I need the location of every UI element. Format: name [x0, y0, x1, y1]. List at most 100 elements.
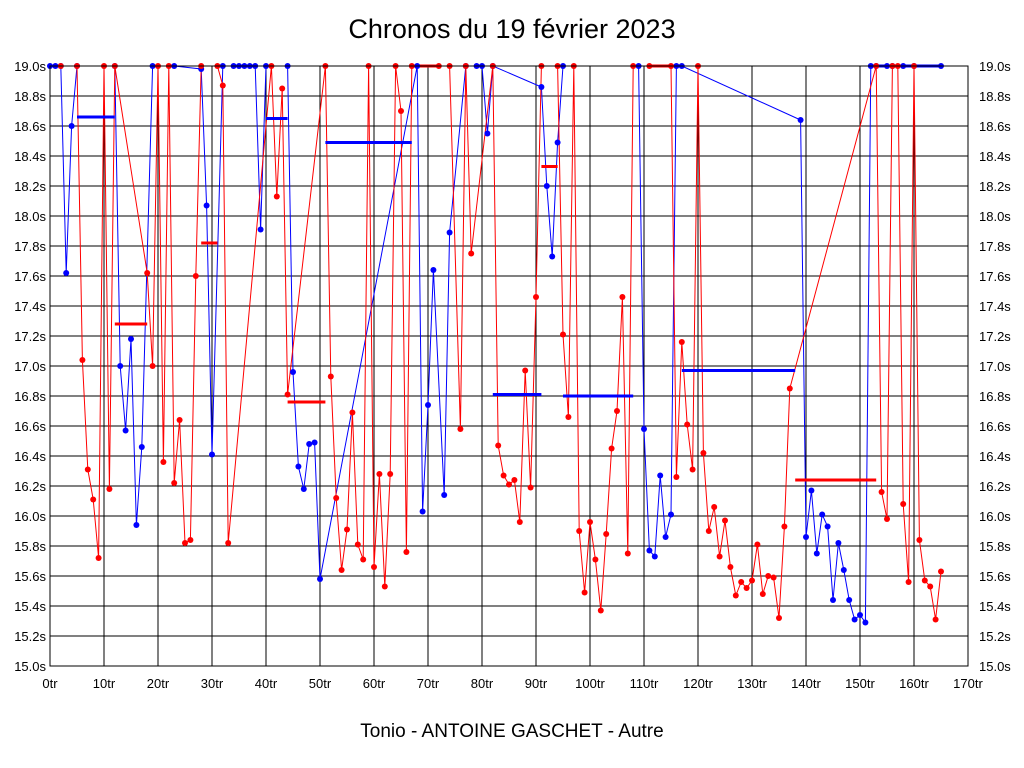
data-point: [587, 519, 593, 525]
x-tick-label: 160tr: [899, 676, 929, 691]
y-tick-label-left: 18.0s: [14, 209, 46, 224]
data-point: [921, 577, 928, 584]
data-point: [905, 579, 912, 585]
x-tick-label: 100tr: [575, 676, 605, 691]
data-point: [770, 574, 777, 581]
data-point: [144, 270, 151, 276]
data-point: [500, 472, 507, 479]
data-point: [813, 550, 820, 557]
data-point: [830, 597, 836, 603]
data-point: [916, 537, 923, 543]
data-point: [862, 619, 869, 626]
data-point: [187, 537, 194, 543]
data-point: [387, 471, 394, 477]
data-point: [441, 492, 448, 498]
data-point: [576, 528, 583, 534]
grid-layer: [49, 65, 969, 667]
data-point: [749, 577, 755, 584]
data-point: [68, 123, 75, 129]
y-tick-label-right: 17.6s: [979, 269, 1011, 284]
data-point: [684, 421, 691, 428]
data-point: [565, 414, 572, 420]
data-point: [209, 451, 215, 458]
x-tick-label: 90tr: [525, 676, 548, 691]
series-line: [60, 65, 942, 620]
data-point: [381, 583, 388, 590]
x-tick-label: 40tr: [255, 676, 278, 691]
data-point: [338, 567, 345, 573]
y-tick-label-left: 16.6s: [14, 419, 46, 434]
x-tick-label: 0tr: [42, 676, 58, 691]
data-point: [560, 331, 566, 338]
data-point: [516, 519, 523, 525]
y-tick-label-right: 18.2s: [979, 179, 1011, 194]
x-tick-label: 50tr: [309, 676, 332, 691]
data-point: [371, 564, 377, 570]
y-tick-label-left: 18.6s: [14, 119, 46, 134]
data-point: [592, 556, 599, 563]
data-point: [219, 82, 226, 89]
data-point: [522, 367, 529, 374]
data-point: [257, 226, 264, 233]
data-point: [90, 496, 97, 503]
data-point: [311, 439, 318, 446]
data-point: [182, 540, 188, 546]
data-point: [63, 270, 70, 276]
data-point: [376, 471, 383, 477]
data-point: [614, 408, 620, 414]
data-point: [349, 409, 356, 416]
data-point: [797, 117, 804, 123]
data-point: [403, 549, 410, 555]
data-point: [668, 511, 674, 518]
data-point: [608, 445, 615, 452]
data-point: [743, 585, 750, 591]
data-point: [203, 202, 210, 209]
x-tick-label: 150tr: [845, 676, 875, 691]
data-point: [317, 576, 323, 582]
data-point: [603, 531, 610, 537]
data-point: [279, 85, 286, 92]
y-tick-label-left: 17.4s: [14, 299, 46, 314]
y-tick-label-left: 18.4s: [14, 149, 46, 164]
x-tick-label: 120tr: [683, 676, 713, 691]
data-point: [106, 486, 113, 492]
data-point: [306, 441, 313, 447]
data-point: [705, 528, 712, 534]
point-layer: [47, 63, 944, 626]
x-tick-label: 110tr: [630, 676, 659, 691]
data-point: [765, 573, 772, 579]
data-point: [506, 481, 512, 488]
data-point: [549, 253, 556, 260]
data-point: [711, 504, 718, 510]
y-tick-label-left: 15.8s: [14, 539, 46, 554]
data-point: [327, 373, 334, 380]
data-point: [149, 363, 156, 369]
y-tick-label-left: 17.2s: [14, 329, 46, 344]
data-point: [79, 357, 86, 363]
y-tick-label-left: 17.8s: [14, 239, 46, 254]
data-point: [840, 567, 847, 573]
y-tick-label-right: 17.4s: [979, 299, 1011, 314]
data-point: [662, 534, 669, 540]
data-point: [803, 534, 809, 540]
data-point: [295, 463, 302, 470]
x-tick-label: 140tr: [791, 676, 821, 691]
y-tick-label-right: 16.2s: [979, 479, 1011, 494]
x-tick-label: 60tr: [363, 676, 386, 691]
y-tick-label-right: 17.2s: [979, 329, 1011, 344]
data-point: [543, 183, 550, 189]
data-point: [84, 466, 91, 473]
data-point: [225, 540, 232, 546]
data-point: [495, 442, 502, 449]
data-point: [824, 523, 831, 530]
y-tick-label-right: 19.0s: [979, 59, 1011, 74]
y-tick-label-right: 15.0s: [979, 659, 1011, 674]
data-point: [624, 550, 631, 557]
data-point: [538, 84, 545, 90]
data-point: [597, 607, 604, 614]
data-point: [641, 426, 647, 432]
data-point: [122, 427, 129, 434]
data-point: [457, 426, 464, 432]
y-tick-label-left: 16.8s: [14, 389, 46, 404]
y-tick-label-right: 18.4s: [979, 149, 1011, 164]
